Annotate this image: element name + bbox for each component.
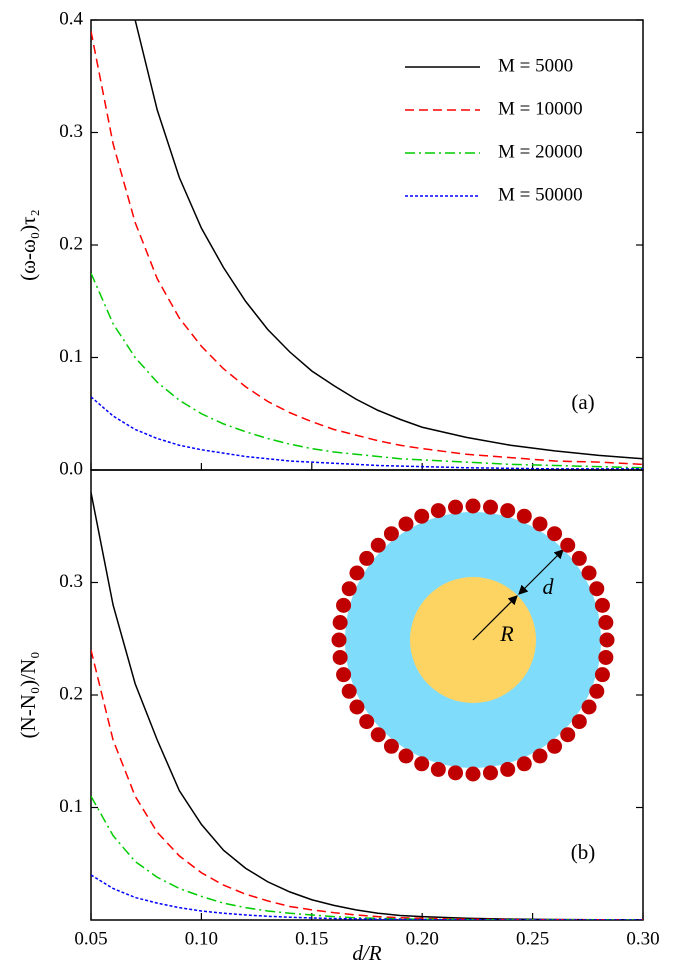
shell-dot xyxy=(331,632,347,648)
series-line xyxy=(91,31,643,466)
series-line xyxy=(91,874,643,920)
x-tick-label: 0.30 xyxy=(626,928,659,949)
shell-dot xyxy=(599,632,615,648)
shell-dot xyxy=(383,738,399,754)
thickness-arrow xyxy=(518,549,564,595)
plot-frame xyxy=(90,19,644,471)
inset-diagram xyxy=(331,498,615,782)
shell-dot xyxy=(359,550,375,566)
shell-dot xyxy=(465,766,481,782)
shell-dot xyxy=(341,683,357,699)
shell-dot xyxy=(448,499,464,515)
shell-dot xyxy=(448,765,464,781)
y-tick-label: 0.4 xyxy=(59,8,83,29)
shell-dot xyxy=(430,503,446,519)
y-tick-label: 0.2 xyxy=(59,683,83,704)
y-tick-label: 0.0 xyxy=(59,458,83,479)
y-tick-label: 0.3 xyxy=(59,121,83,142)
shell-dot xyxy=(589,683,605,699)
shell-dot xyxy=(336,597,352,613)
shell-dot xyxy=(359,714,375,730)
shell-dot xyxy=(598,649,614,665)
shell-dot xyxy=(516,756,532,772)
shell-dot xyxy=(465,498,481,514)
shell-dot xyxy=(398,516,414,532)
shell-dot xyxy=(560,727,576,743)
y-axis-label: (ω-ω₀)τ₂ xyxy=(16,209,40,281)
x-axis-label: d/R xyxy=(352,941,381,965)
y-tick-label: 0.2 xyxy=(59,233,83,254)
shell-dot xyxy=(398,748,414,764)
shell-dot xyxy=(482,499,498,515)
x-tick-label: 0.20 xyxy=(406,928,439,949)
shell-dot xyxy=(532,748,548,764)
inset-label: R xyxy=(499,621,514,646)
shell-dot xyxy=(370,537,386,553)
shell-dot xyxy=(336,667,352,683)
shell-dot xyxy=(571,550,587,566)
shell-dot xyxy=(589,581,605,597)
shell-dot xyxy=(482,765,498,781)
shell-dot xyxy=(581,565,597,581)
shell-dot xyxy=(430,761,446,777)
shell-dot xyxy=(414,508,430,524)
x-tick-label: 0.10 xyxy=(185,928,218,949)
series-line xyxy=(91,396,643,470)
shell-dot xyxy=(500,761,516,777)
shell-dot xyxy=(349,699,365,715)
shell-dot xyxy=(332,649,348,665)
x-tick-label: 0.15 xyxy=(295,928,328,949)
shell-dot xyxy=(370,727,386,743)
shell-dot xyxy=(547,738,563,754)
x-tick-label: 0.05 xyxy=(74,928,107,949)
shell-dot xyxy=(532,516,548,532)
y-tick-label: 0.1 xyxy=(59,346,83,367)
shell-dot xyxy=(571,714,587,730)
plot-lines xyxy=(91,20,643,470)
legend-label: M = 5000 xyxy=(498,55,573,76)
shell-dot xyxy=(516,508,532,524)
plot-lines xyxy=(91,492,643,920)
y-axis-label: (N-N₀)/N₀ xyxy=(16,652,40,739)
shell-dot xyxy=(349,565,365,581)
legend-label: M = 10000 xyxy=(498,98,583,119)
shell-dot xyxy=(332,615,348,631)
y-tick-label: 0.3 xyxy=(59,571,83,592)
inset-label: d xyxy=(543,574,555,599)
shell-dot xyxy=(594,667,610,683)
series-line xyxy=(91,272,643,469)
legend-label: M = 20000 xyxy=(498,141,583,162)
panel-label: (a) xyxy=(571,390,594,414)
shell-dot xyxy=(581,699,597,715)
y-tick-label: 0.1 xyxy=(59,796,83,817)
x-tick-label: 0.25 xyxy=(516,928,549,949)
shell-dot xyxy=(500,503,516,519)
shell-dot xyxy=(547,526,563,542)
shell-dot xyxy=(560,537,576,553)
series-line xyxy=(91,795,643,920)
series-line xyxy=(134,20,643,460)
shell-dot xyxy=(594,597,610,613)
shell-dot xyxy=(414,756,430,772)
shell-dot xyxy=(341,581,357,597)
series-line xyxy=(91,649,643,920)
series-line xyxy=(91,492,643,920)
radius-arrow xyxy=(472,595,518,641)
panel-label: (b) xyxy=(571,840,596,864)
shell-dot xyxy=(383,526,399,542)
legend-label: M = 50000 xyxy=(498,184,583,205)
shell-dot xyxy=(598,615,614,631)
